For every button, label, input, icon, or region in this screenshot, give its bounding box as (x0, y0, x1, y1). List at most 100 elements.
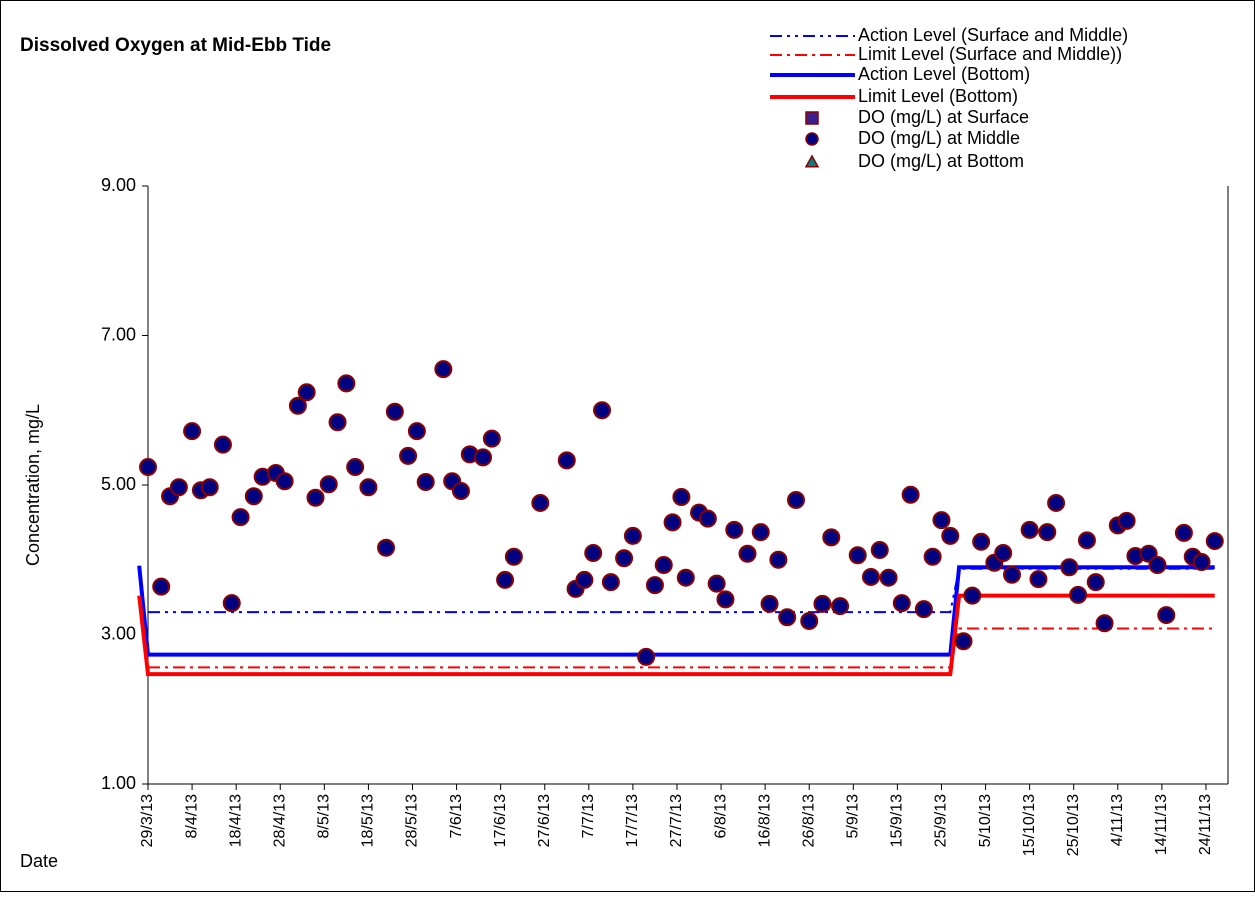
x-tick-label: 15/9/13 (889, 794, 906, 847)
x-tick-label: 17/6/13 (492, 794, 509, 847)
x-tick-label: 4/11/13 (1109, 794, 1126, 846)
data-point (275, 472, 294, 491)
level-line (137, 565, 1215, 657)
x-tick-label: 26/8/13 (800, 794, 817, 847)
data-point (769, 550, 788, 569)
chart-title: Dissolved Oxygen at Mid-Ebb Tide (20, 35, 331, 56)
data-point (760, 594, 779, 613)
data-point (870, 541, 889, 560)
data-point (707, 574, 726, 593)
legend-swatch (804, 154, 820, 168)
level-line (148, 627, 1215, 669)
legend-label: Limit Level (Bottom) (858, 86, 1018, 106)
data-point (593, 401, 612, 420)
y-tick-label: 7.00 (101, 324, 136, 344)
y-tick-label: 9.00 (101, 175, 136, 195)
data-point (954, 632, 973, 651)
data-point (288, 396, 307, 415)
x-tick-label: 28/5/13 (404, 794, 421, 847)
x-tick-label: 8/4/13 (183, 794, 200, 839)
y-tick-label: 5.00 (101, 474, 136, 494)
data-point (1038, 523, 1057, 542)
data-point (337, 374, 356, 393)
data-point (738, 544, 757, 563)
data-point (200, 478, 219, 497)
data-point (672, 487, 691, 506)
x-axis-label: Date (20, 851, 58, 871)
data-point (222, 594, 241, 613)
data-point (1117, 511, 1136, 530)
data-point (1069, 585, 1088, 604)
x-tick-label: 5/9/13 (845, 794, 862, 839)
x-tick-label: 27/7/13 (668, 794, 685, 847)
data-point (474, 448, 493, 467)
data-point (183, 422, 202, 441)
data-point (800, 612, 819, 631)
data-point (213, 435, 232, 454)
data-point (1086, 573, 1105, 592)
x-tick-label: 27/6/13 (536, 794, 553, 847)
x-tick-label: 25/10/13 (1065, 794, 1082, 856)
legend-label: Limit Level (Surface and Middle)) (858, 44, 1122, 64)
data-point (434, 360, 453, 379)
data-point (892, 594, 911, 613)
data-point (1192, 552, 1211, 571)
legend-label: DO (mg/L) at Bottom (858, 151, 1024, 171)
x-tick-label: 29/3/13 (139, 794, 156, 847)
data-point (557, 451, 576, 470)
x-tick-label: 7/6/13 (448, 794, 465, 839)
data-point (1077, 531, 1096, 550)
data-point (152, 577, 171, 596)
data-point (941, 526, 960, 545)
data-point (328, 413, 347, 432)
legend-label: Action Level (Bottom) (858, 64, 1030, 84)
x-tick-label: 24/11/13 (1197, 794, 1214, 855)
data-point (601, 573, 620, 592)
data-point (822, 528, 841, 547)
data-point (407, 422, 426, 441)
data-point (1003, 565, 1021, 584)
data-point (1205, 532, 1224, 551)
data-point (139, 458, 157, 477)
data-point (496, 570, 515, 589)
data-point (1029, 570, 1048, 589)
x-tick-label: 14/11/13 (1153, 794, 1170, 855)
data-point (831, 597, 850, 616)
data-point (751, 523, 770, 542)
data-point (504, 547, 523, 566)
data-point (1148, 555, 1167, 574)
data-point (787, 490, 805, 509)
data-point (725, 520, 744, 539)
data-point (615, 549, 634, 568)
data-point (972, 532, 991, 551)
legend-swatch (805, 111, 819, 125)
data-point (399, 446, 418, 465)
x-tick-label: 18/5/13 (360, 794, 377, 847)
data-point (861, 567, 880, 586)
data-point (1060, 558, 1079, 577)
data-point (663, 513, 682, 532)
data-point (698, 509, 717, 528)
data-point (654, 555, 673, 574)
y-axis-label: Concentration, mg/L (23, 404, 43, 566)
data-point (932, 511, 951, 530)
x-tick-label: 5/10/13 (977, 794, 994, 847)
legend-label: Action Level (Surface and Middle) (858, 25, 1128, 45)
x-tick-label: 8/5/13 (316, 794, 333, 839)
data-point (623, 526, 642, 545)
x-tick-label: 16/8/13 (756, 794, 773, 847)
x-tick-label: 15/10/13 (1021, 794, 1038, 856)
data-point (1174, 523, 1193, 542)
legend-swatch (805, 132, 819, 146)
data-point (914, 600, 933, 619)
data-point (813, 594, 832, 613)
legend-label: DO (mg/L) at Middle (858, 128, 1020, 148)
data-point (482, 429, 501, 448)
x-tick-label: 18/4/13 (227, 794, 244, 847)
data-point (416, 473, 435, 492)
level-line (137, 593, 1215, 677)
x-tick-label: 6/8/13 (712, 794, 729, 839)
data-point (716, 590, 735, 609)
